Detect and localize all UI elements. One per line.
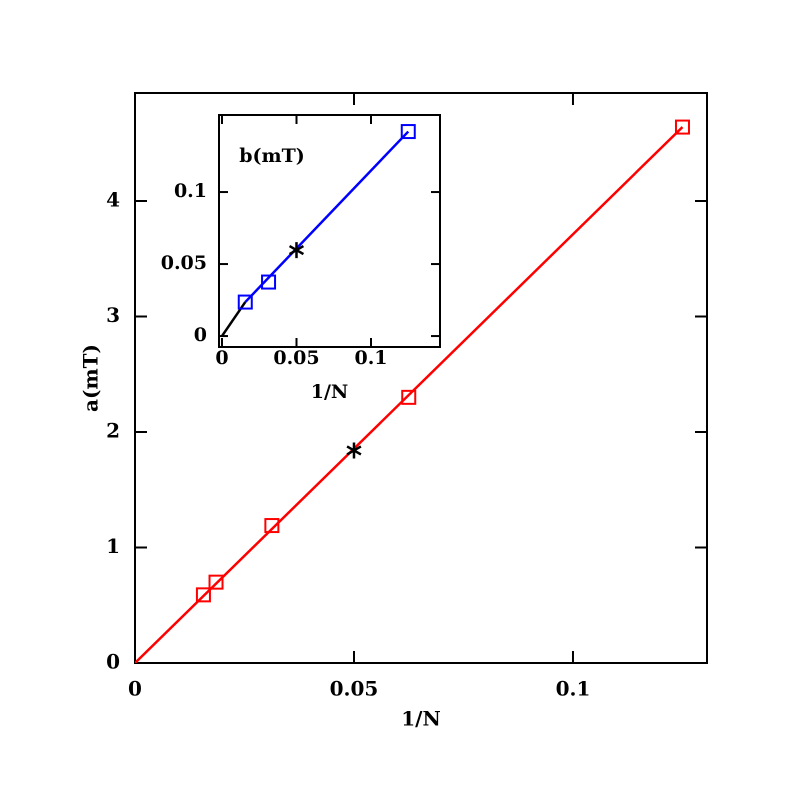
plot: 0 0.05 0.100.050.11/Nb(mT) <box>161 114 441 403</box>
y-tick-label: 0 <box>106 650 120 674</box>
y-tick-label: 0.05 <box>161 252 207 274</box>
plot-frame <box>218 114 441 348</box>
fit-line <box>244 130 410 303</box>
x-tick-label: 0.1 <box>556 677 591 701</box>
x-tick-label: 0.05 <box>273 347 319 369</box>
y-axis-title: a(mT) <box>79 344 103 412</box>
square-marker <box>208 574 224 590</box>
fit-line <box>135 126 684 663</box>
annotation: b(mT) <box>239 145 305 167</box>
y-tick-label: 2 <box>106 418 120 442</box>
square-marker <box>400 124 416 140</box>
star-marker <box>346 442 362 459</box>
data-area <box>135 126 684 663</box>
x-axis-title: 1/N <box>401 707 441 731</box>
x-tick-label: 0 <box>128 677 142 701</box>
y-tick-label: 4 <box>106 187 120 211</box>
x-tick-label: 0.1 <box>354 347 387 369</box>
x-tick-label: 0.05 <box>330 677 379 701</box>
square-marker <box>261 274 277 290</box>
x-tick-label: 0 <box>215 347 228 369</box>
square-marker <box>401 389 417 405</box>
square-marker <box>674 119 690 135</box>
square-marker <box>237 294 253 310</box>
x-axis-title: 1/N <box>311 381 349 403</box>
y-tick-label: 0.1 <box>174 180 207 202</box>
y-tick-label: 0 <box>194 324 207 346</box>
y-tick-label: 1 <box>106 534 120 558</box>
y-tick-label: 3 <box>106 303 120 327</box>
square-marker <box>195 587 211 603</box>
square-marker <box>264 518 280 534</box>
star-marker <box>288 242 305 259</box>
